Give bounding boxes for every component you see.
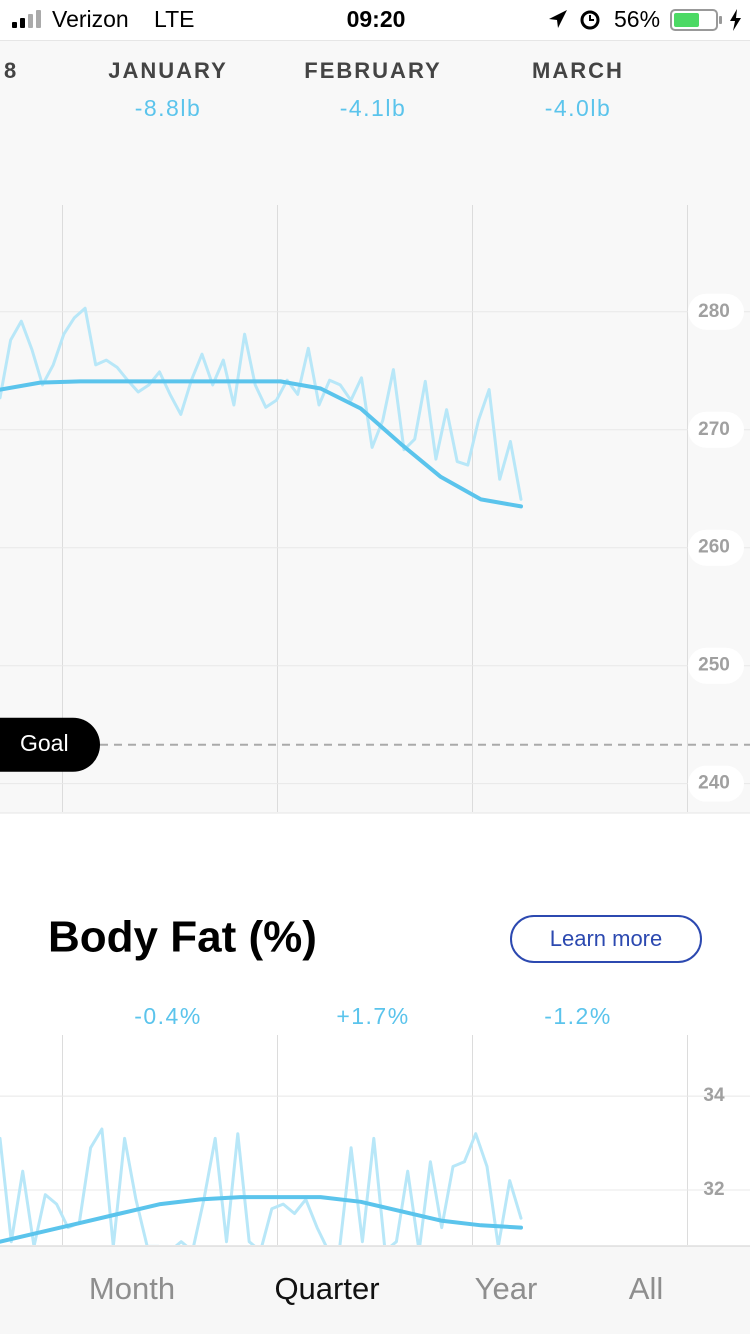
weight-section [0,40,750,813]
signal-icon [12,10,41,28]
battery-icon [670,9,741,31]
section-title: Body Fat (%) [48,913,317,962]
tick-pill [688,411,744,448]
tab[interactable]: Quarter [274,1271,379,1306]
carrier: Verizon [52,6,129,32]
month-label: JANUARY [108,58,228,83]
data-line [0,1127,523,1245]
month-label: FEBRUARY [304,58,441,83]
learn-more-button[interactable]: Learn more [510,915,702,963]
change-label: -8.8lb [135,95,202,121]
series-group [0,1127,523,1245]
location-icon [549,10,567,28]
month-label: 8 [4,58,18,83]
change-label: -0.4% [134,1003,202,1029]
change-label: +1.7% [336,1003,409,1029]
tick-pill [688,293,744,330]
change-label: -1.2% [544,1003,612,1029]
alarm-icon [580,10,600,30]
y-tick-label: 250 [698,655,730,676]
y-tick-label: 260 [698,537,730,558]
tab-bar [0,1246,750,1334]
change-label: -4.0lb [545,95,612,121]
month-label: MARCH [532,58,624,83]
tab[interactable]: Month [89,1271,175,1306]
weight-chart: 8 JANUARY FEBRUARY MARCH -8.8lb -4.1lb -4.0lb G… [0,58,750,802]
tick-pill [688,765,744,802]
goal-pill [0,717,100,772]
y-tick-label: 240 [698,773,730,794]
body-fat-chart: -0.4% +1.7% -1.2% 32 34 [0,1003,750,1245]
clock: 09:20 [347,6,406,32]
tick-pill [688,647,744,684]
data-line [0,306,523,501]
network: LTE [154,6,194,32]
button-label[interactable]: Learn more [550,926,663,951]
button-outline[interactable] [510,915,702,963]
tab[interactable]: All [629,1271,663,1306]
y-tick-label: 270 [698,419,730,440]
tabs: Month Quarter Year All [89,1271,663,1306]
data-line [0,379,523,509]
y-tick-label: 280 [698,301,730,322]
series-group [0,306,523,509]
change-label: -4.1lb [340,95,407,121]
battery-percent: 56% [614,6,660,32]
goal-label: Goal [20,730,69,756]
data-line [0,1195,523,1244]
status-bar [0,0,750,40]
y-tick-label: 34 [703,1085,725,1106]
tick-pill [688,529,744,566]
tab[interactable]: Year [475,1271,538,1306]
y-tick-label: 32 [703,1179,724,1200]
